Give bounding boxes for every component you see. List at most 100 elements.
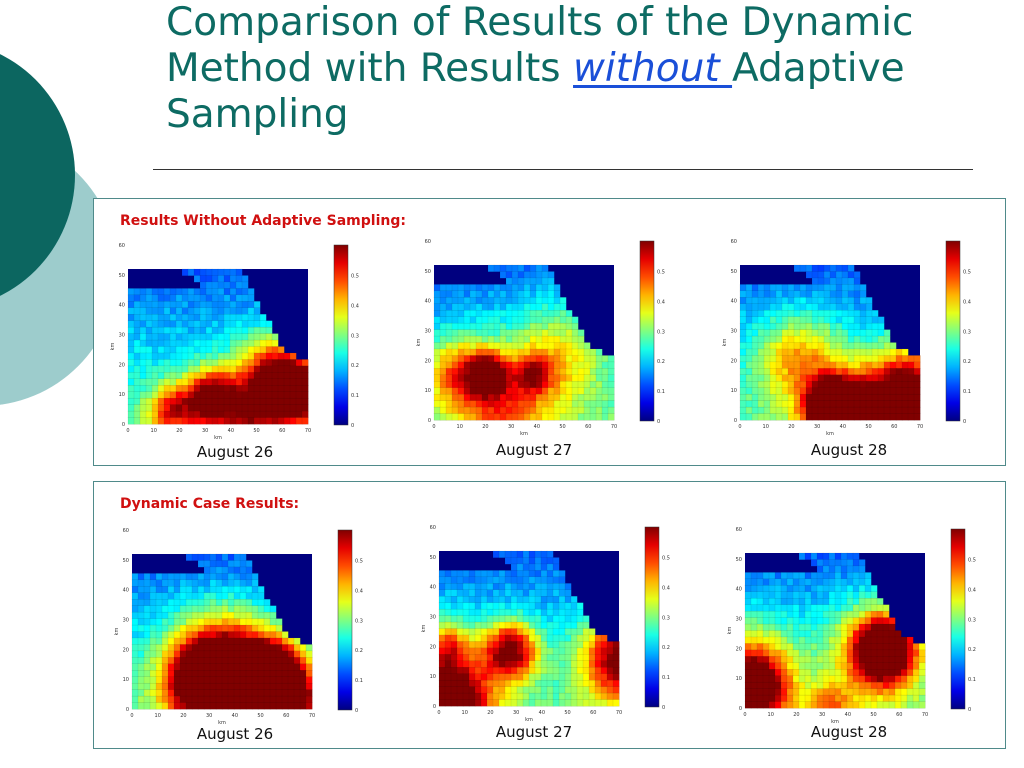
x-tick-label: 70 <box>611 424 617 430</box>
map-caption: August 27 <box>495 441 573 459</box>
colorbar-tick-label: 0.5 <box>351 274 359 280</box>
colorbar-tick-label: 0.2 <box>662 645 670 651</box>
map-caption: August 28 <box>810 441 888 459</box>
x-tick-label: 50 <box>865 424 871 430</box>
y-tick-label: 50 <box>736 557 742 563</box>
y-axis-label: km <box>727 626 733 634</box>
x-tick-label: 40 <box>840 424 846 430</box>
y-tick-label: 60 <box>119 243 125 249</box>
map-caption: August 27 <box>495 723 573 741</box>
colorbar-tick-label: 0 <box>657 419 660 425</box>
x-tick-label: 40 <box>534 424 540 430</box>
y-tick-label: 60 <box>736 527 742 533</box>
x-tick-label: 50 <box>564 710 570 716</box>
colorbar-tick-label: 0 <box>351 423 354 429</box>
colorbar-tick-label: 0.2 <box>968 647 976 653</box>
colorbar-tick-label: 0.5 <box>963 270 971 276</box>
y-tick-label: 0 <box>428 418 431 424</box>
y-tick-label: 50 <box>119 273 125 279</box>
x-tick-label: 0 <box>130 713 133 719</box>
y-tick-label: 30 <box>736 617 742 623</box>
x-tick-label: 20 <box>482 424 488 430</box>
title-lead: Comparison of Results of the Dynamic Met… <box>166 0 914 91</box>
colorbar <box>644 526 660 708</box>
y-tick-label: 10 <box>425 388 431 394</box>
x-tick-label: 20 <box>487 710 493 716</box>
x-tick-label: 10 <box>457 424 463 430</box>
x-tick-label: 0 <box>432 424 435 430</box>
heatmap-cells <box>127 268 309 425</box>
x-tick-label: 50 <box>253 428 259 434</box>
colorbar-tick-label: 0.5 <box>657 270 665 276</box>
colorbar-tick-label: 0.3 <box>355 618 363 624</box>
colorbar-tick-label: 0.2 <box>657 359 665 365</box>
x-tick-label: 60 <box>896 712 902 718</box>
x-tick-label: 30 <box>508 424 514 430</box>
decorative-circles <box>0 54 118 405</box>
colorbar-tick-label: 0.2 <box>963 359 971 365</box>
x-tick-label: 50 <box>559 424 565 430</box>
x-tick-label: 30 <box>202 428 208 434</box>
y-tick-label: 20 <box>425 358 431 364</box>
y-axis-label: km <box>114 627 120 635</box>
x-tick-label: 20 <box>788 424 794 430</box>
y-tick-label: 0 <box>739 706 742 712</box>
y-tick-label: 20 <box>119 362 125 368</box>
colorbar-tick-label: 0.3 <box>963 329 971 335</box>
y-tick-label: 50 <box>123 558 129 564</box>
x-tick-label: 10 <box>155 713 161 719</box>
colorbar-tick-label: 0.1 <box>355 678 363 684</box>
panel-without-adaptive-sampling: Results Without Adaptive Sampling: 60 50 4… <box>93 198 1006 466</box>
colorbar <box>337 529 353 711</box>
y-tick-label: 30 <box>731 329 737 335</box>
colorbar-tick-label: 0.5 <box>662 556 670 562</box>
x-tick-label: 0 <box>743 712 746 718</box>
colorbar-tick-label: 0.4 <box>662 585 670 591</box>
x-axis-label: km <box>520 431 528 437</box>
y-tick-label: 40 <box>736 587 742 593</box>
slide-title: Comparison of Results of the Dynamic Met… <box>166 0 986 138</box>
y-tick-label: 60 <box>425 239 431 245</box>
heatmap-cells <box>131 553 313 710</box>
y-tick-label: 20 <box>430 644 436 650</box>
y-tick-label: 60 <box>123 528 129 534</box>
x-tick-label: 20 <box>793 712 799 718</box>
y-tick-label: 10 <box>731 388 737 394</box>
colorbar-tick-label: 0.1 <box>351 393 359 399</box>
colorbar-tick-label: 0.5 <box>355 559 363 565</box>
heatmap-cells <box>744 552 926 709</box>
map-caption: August 28 <box>810 723 888 741</box>
y-tick-label: 50 <box>430 555 436 561</box>
x-tick-label: 70 <box>922 712 928 718</box>
colorbar-tick-label: 0 <box>355 708 358 714</box>
y-axis-label: km <box>722 338 728 346</box>
y-tick-label: 60 <box>430 525 436 531</box>
colorbar <box>333 244 349 426</box>
y-tick-label: 40 <box>119 303 125 309</box>
title-divider <box>153 169 973 170</box>
dark-circle <box>0 54 75 296</box>
x-tick-label: 40 <box>228 428 234 434</box>
map-caption: August 26 <box>196 725 274 743</box>
colorbar-tick-label: 0.3 <box>657 329 665 335</box>
panel-heading: Dynamic Case Results: <box>120 496 300 512</box>
y-tick-label: 40 <box>123 588 129 594</box>
colorbar-tick-label: 0 <box>963 419 966 425</box>
colorbar-tick-label: 0 <box>662 705 665 711</box>
colorbar-tick-label: 0.4 <box>968 587 976 593</box>
y-tick-label: 20 <box>123 647 129 653</box>
x-tick-label: 30 <box>819 712 825 718</box>
colorbar-tick-label: 0 <box>968 707 971 713</box>
y-axis-label: km <box>421 624 427 632</box>
y-tick-label: 30 <box>123 618 129 624</box>
x-tick-label: 70 <box>616 710 622 716</box>
colorbar-tick-label: 0.4 <box>657 299 665 305</box>
colorbar-tick-label: 0.3 <box>968 617 976 623</box>
x-tick-label: 0 <box>738 424 741 430</box>
x-tick-label: 10 <box>151 428 157 434</box>
colorbar-tick-label: 0.4 <box>351 303 359 309</box>
y-tick-label: 40 <box>430 585 436 591</box>
